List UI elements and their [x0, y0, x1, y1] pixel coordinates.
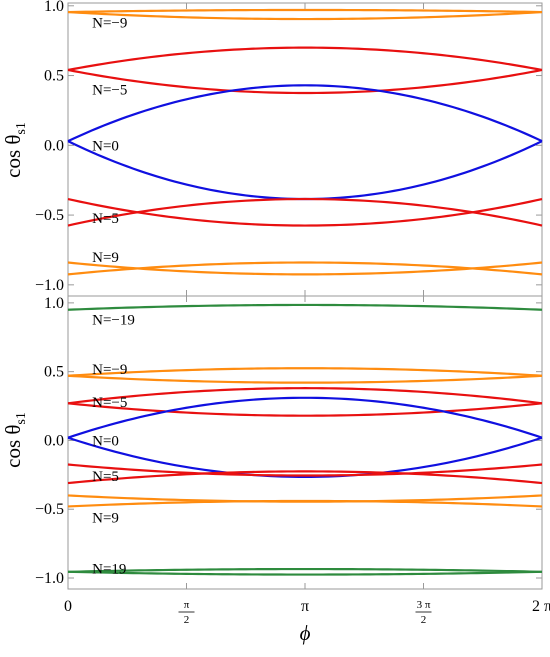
curve-label: N=9 [92, 510, 119, 526]
y-axis-title-subscript: s1 [14, 122, 29, 134]
curve-label: N=0 [92, 138, 119, 154]
series-line-N-9 [67, 261, 543, 276]
y-tick-label: 1.0 [44, 295, 64, 312]
curve-label: N=0 [92, 433, 119, 449]
curve-label: N=−5 [92, 83, 127, 99]
curve-label: N=−19 [92, 312, 135, 328]
y-tick-label: 0.0 [44, 432, 64, 449]
curve-label: N=−9 [92, 362, 127, 378]
series-line-N-5 [67, 463, 543, 477]
y-tick-label: 0.0 [44, 137, 64, 154]
y-tick-label: 0.5 [44, 364, 64, 381]
series-line-N-19 [67, 570, 543, 576]
curve-label: N=5 [92, 469, 119, 485]
curve-label: N=5 [92, 211, 119, 227]
series-line-N-0 [67, 84, 543, 143]
x-tick-label: 2 π [532, 598, 550, 615]
y-tick-label: −0.5 [35, 501, 64, 518]
x-tick-label: 0 [64, 598, 72, 615]
series-line-N-9 [67, 8, 543, 14]
series-line-N-5 [67, 402, 543, 417]
curve-label: N=−9 [92, 16, 127, 32]
x-tick-label-denominator: 2 [184, 614, 190, 626]
series-line-N-0 [67, 396, 543, 439]
y-tick-label: 1.0 [44, 0, 64, 15]
plot-frame [67, 295, 543, 590]
bottom-panel: 1.0 0.5 0.0 −0.5 −1.00 π 2 π 3 π 2 2 π cos θs1 N=−19… [1, 295, 550, 626]
series-line-N-9 [67, 10, 543, 21]
y-axis-title: cos θs1 [1, 122, 29, 178]
curve-label: N=−5 [92, 395, 127, 411]
y-axis-title-main: cos θ [1, 425, 25, 468]
y-tick-label: −1.0 [35, 570, 64, 587]
series-line-N-9 [67, 367, 543, 377]
curve-label: N=19 [92, 561, 126, 577]
curve-label: N=9 [92, 250, 119, 266]
top-panel: 1.0 0.5 0.0 −0.5 −1.0 cos θs1 N=−9 N=−5 N=0 N=5 N=… [1, 0, 543, 297]
y-tick-label: −1.0 [35, 277, 64, 294]
series-line-N-19 [67, 567, 543, 573]
series-line-N-19 [67, 303, 543, 311]
series-line-N-5 [67, 46, 543, 72]
x-tick-label: π [301, 598, 309, 615]
series-line-N-0 [67, 140, 543, 201]
series-line-N-9 [67, 374, 543, 384]
y-tick-label: 0.5 [44, 68, 64, 85]
y-tick-label: −0.5 [35, 207, 64, 224]
y-axis-title: cos θs1 [1, 412, 29, 468]
x-tick-label-numerator: π [184, 599, 190, 611]
y-axis-title-subscript: s1 [14, 412, 29, 424]
x-tick-label-denominator: 2 [421, 614, 427, 626]
series-line-N-5 [67, 387, 543, 405]
series-line-N-9 [67, 499, 543, 508]
series-line-N-5 [67, 197, 543, 227]
series-line-N-5 [67, 197, 543, 227]
x-tick-label-numerator: 3 π [417, 599, 431, 611]
series-line-N-5 [67, 470, 543, 485]
x-axis-title: ϕ [300, 621, 311, 645]
y-axis-title-main: cos θ [1, 135, 25, 178]
series-line-N-9 [67, 261, 543, 276]
series-line-N-0 [67, 436, 543, 478]
series-line-N-5 [67, 68, 543, 95]
